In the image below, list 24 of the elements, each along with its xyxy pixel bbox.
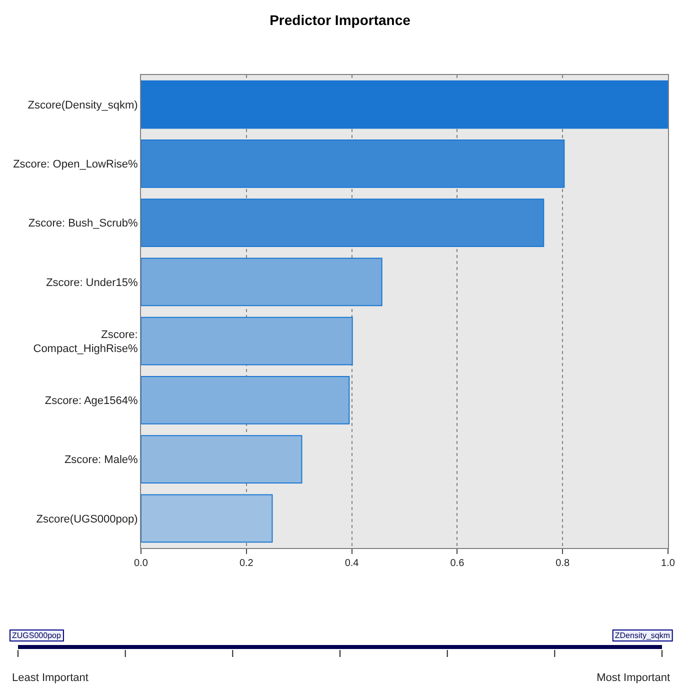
x-tick-label: 0.6 <box>450 558 465 569</box>
y-tick-label: Zscore: Open_LowRise% <box>13 158 138 171</box>
x-tick-label: 1.0 <box>661 558 676 569</box>
x-tick-label: 0.0 <box>134 558 148 569</box>
bar <box>141 376 350 424</box>
y-tick-label: Zscore: Compact_HighRise% <box>33 328 138 356</box>
y-tick-label: Zscore(Density_sqkm) <box>28 99 138 112</box>
y-tick-label: Zscore: Male% <box>64 454 138 466</box>
bar <box>141 198 544 247</box>
bar <box>141 80 668 129</box>
x-tick-label: 0.2 <box>239 558 254 569</box>
x-tick-label: 0.4 <box>344 558 360 569</box>
bar <box>141 140 565 188</box>
importance-slider: ZUGS000pop ZDensity_sqkm Least Important Most Important <box>0 600 680 684</box>
bar <box>141 494 273 543</box>
bar <box>141 316 353 366</box>
bar <box>141 258 382 306</box>
y-tick-label: Zscore(UGS000pop) <box>36 513 138 526</box>
y-tick-label: Zscore: Bush_Scrub% <box>28 218 138 230</box>
bar <box>141 435 302 484</box>
chart-title: Predictor Importance <box>270 12 411 28</box>
y-tick-label: Zscore: Under15% <box>46 276 138 289</box>
x-tick-label: 0.8 <box>556 558 570 569</box>
y-tick-label: Zscore: Age1564% <box>44 395 138 408</box>
